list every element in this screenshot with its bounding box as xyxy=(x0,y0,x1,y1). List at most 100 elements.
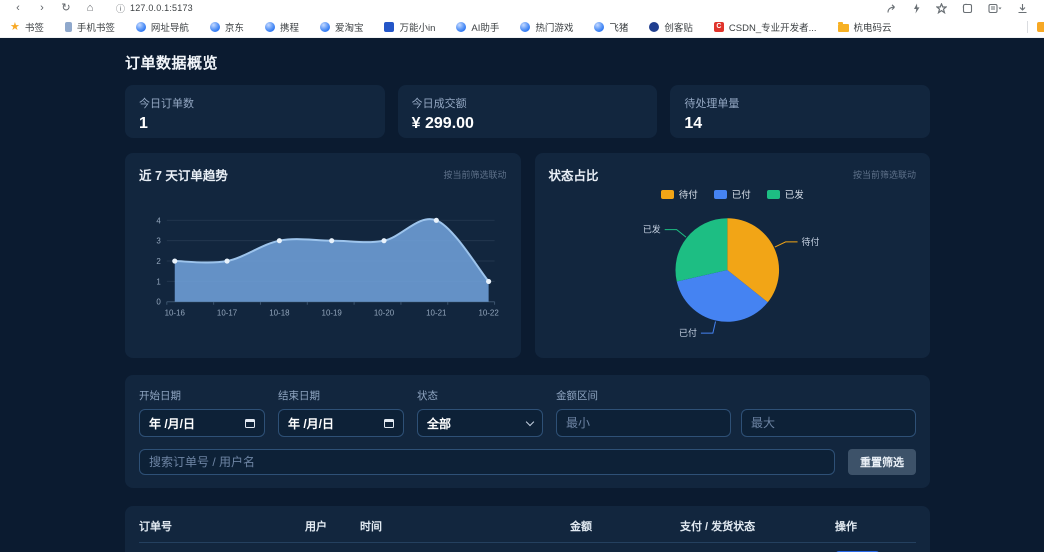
share-icon[interactable] xyxy=(886,3,897,14)
amount-range-label: 金额区间 xyxy=(556,390,598,402)
page-body: 订单数据概览 今日订单数 1 今日成交额 ¥ 299.00 待处理单量 14 近 7 天订… xyxy=(0,38,1044,552)
stat-card: 待处理单量 14 xyxy=(670,85,930,138)
bookmark-item[interactable]: 热门游戏 xyxy=(520,20,573,34)
bookmark-label: 热门游戏 xyxy=(535,22,574,34)
charts-row: 近 7 天订单趋势 按当前筛选联动 0 1 2 3 4 10-16 10-17 10-18 10… xyxy=(125,153,930,358)
svg-text:10-22: 10-22 xyxy=(478,309,499,318)
status-panel: 状态占比 按当前筛选联动 待付 已付 已发 待付 已付 已发 xyxy=(534,153,930,358)
stat-value: ¥ 299.00 xyxy=(411,115,474,132)
end-date-value: 年 /月/日 xyxy=(288,416,335,431)
calendar-icon[interactable] xyxy=(245,418,255,428)
toolbar-right xyxy=(886,2,1038,14)
bookmark-label: AI助手 xyxy=(471,22,500,34)
trend-panel-title: 近 7 天订单趋势 xyxy=(139,169,228,183)
chevron-down-icon xyxy=(525,417,535,426)
amount-max-input[interactable] xyxy=(741,409,916,437)
site-info-icon[interactable]: ⓘ xyxy=(116,3,126,14)
home-icon[interactable]: ⌂ xyxy=(86,2,94,14)
end-date-input[interactable]: 年 /月/日 xyxy=(278,409,404,437)
legend-item[interactable]: 已发 xyxy=(766,188,804,201)
trend-panel: 近 7 天订单趋势 按当前筛选联动 0 1 2 3 4 10-16 10-17 10-18 10… xyxy=(125,153,521,358)
bookmark-item[interactable]: 京东 xyxy=(209,20,244,34)
tab-icon[interactable] xyxy=(962,3,973,14)
url-text[interactable]: 127.0.0.1:5173 xyxy=(130,3,193,13)
bookmark-label: 书签 xyxy=(24,22,44,34)
amount-min-input[interactable] xyxy=(556,409,731,437)
stat-label: 今日成交额 xyxy=(411,98,467,110)
search-input[interactable] xyxy=(139,449,835,475)
trend-panel-note: 按当前筛选联动 xyxy=(443,170,507,180)
bookmark-item[interactable]: AI助手 xyxy=(456,20,499,34)
bookmark-item[interactable]: 网址导航 xyxy=(135,20,189,34)
status-select-value: 全部 xyxy=(427,416,452,431)
stat-card: 今日成交额 ¥ 299.00 xyxy=(397,85,658,138)
globe-icon xyxy=(264,21,275,32)
svg-text:待付: 待付 xyxy=(801,236,819,247)
address-bar[interactable]: ⓘ 127.0.0.1:5173 xyxy=(116,2,886,15)
lightning-icon[interactable] xyxy=(912,3,921,14)
bookmark-item[interactable]: 万能小in xyxy=(384,20,435,34)
refresh-icon[interactable]: ↻ xyxy=(61,2,71,14)
bookmark-label: 杭电码云 xyxy=(853,22,892,34)
bookmark-label: 网址导航 xyxy=(150,22,189,34)
table-header: 金额 xyxy=(570,508,680,543)
svg-text:3: 3 xyxy=(156,237,161,246)
bookmark-item[interactable]: 手机书签 xyxy=(64,20,115,34)
status-cell: 已付 xyxy=(680,543,835,552)
bookmark-label: 飞猪 xyxy=(609,22,629,34)
trend-area-chart: 0 1 2 3 4 10-16 10-17 10-18 10-19 10-20 10-21 10-22 xyxy=(156,216,499,318)
table-header: 时间 xyxy=(360,508,570,543)
legend-item[interactable]: 已付 xyxy=(713,188,751,201)
legend-item[interactable]: 待付 xyxy=(660,188,698,201)
status-label: 状态 xyxy=(417,390,438,402)
bookmark-label: 爱淘宝 xyxy=(334,22,364,34)
bookmarks-bar: ★ 书签 手机书签 网址导航 京东 携程 爱淘宝 万能小in AI助手 热门游戏 飞猪 创客贴 C CSD… xyxy=(0,16,1044,38)
stat-label: 今日订单数 xyxy=(139,98,194,110)
svg-text:10-20: 10-20 xyxy=(374,309,395,318)
action-cell: 详情 xyxy=(835,543,916,552)
bookmark-item[interactable]: 爱淘宝 xyxy=(319,20,364,34)
bookmark-overflow-icon[interactable] xyxy=(1037,22,1044,32)
start-date-value: 年 /月/日 xyxy=(149,416,196,431)
badge-icon xyxy=(649,21,660,32)
start-date-input[interactable]: 年 /月/日 xyxy=(139,409,265,437)
bookmark-item[interactable]: C CSDN_专业开发者... xyxy=(713,20,817,34)
table-header: 支付 / 发货状态 xyxy=(680,508,835,543)
bookmark-item[interactable]: 携程 xyxy=(264,20,299,34)
back-icon[interactable]: ‹ xyxy=(16,2,20,14)
start-date-label: 开始日期 xyxy=(139,390,181,402)
download-icon[interactable] xyxy=(1017,3,1028,14)
globe-icon xyxy=(520,21,531,32)
svg-text:已发: 已发 xyxy=(642,224,660,235)
stat-value: 1 xyxy=(139,115,148,132)
bookmark-item[interactable]: 杭电码云 xyxy=(837,20,892,34)
globe-icon xyxy=(594,21,605,32)
svg-text:0: 0 xyxy=(156,298,161,307)
stat-value: 14 xyxy=(684,115,703,132)
bookmark-item[interactable]: 创客贴 xyxy=(649,20,693,34)
app-icon xyxy=(384,21,395,32)
csdn-icon: C xyxy=(713,21,724,32)
bookmark-label: CSDN_专业开发者... xyxy=(728,22,817,34)
order-no-cell: A202410220001 xyxy=(139,543,305,552)
table-header: 用户 xyxy=(305,508,360,543)
star-icon[interactable] xyxy=(936,2,947,14)
table-row: A202410220001alice2025-10-22 09:40¥ 299.… xyxy=(139,543,916,552)
calendar-icon[interactable] xyxy=(384,418,394,428)
bookmark-label: 京东 xyxy=(224,22,244,34)
star-icon: ★ xyxy=(10,20,20,33)
reading-list-icon[interactable] xyxy=(988,3,1002,14)
bookmark-label: 携程 xyxy=(279,22,299,34)
bookmark-item[interactable]: ★ 书签 xyxy=(10,20,44,34)
bookmark-item[interactable]: 飞猪 xyxy=(594,20,628,34)
legend-label: 待付 xyxy=(678,190,698,201)
end-date-label: 结束日期 xyxy=(278,390,320,402)
forward-icon[interactable]: › xyxy=(40,2,44,14)
time-cell: 2025-10-22 09:40 xyxy=(360,543,570,552)
phone-icon xyxy=(64,21,72,32)
globe-icon xyxy=(456,21,467,32)
status-select[interactable]: 全部 xyxy=(417,409,543,437)
reset-filters-button[interactable]: 重置筛选 xyxy=(848,449,916,475)
page-title: 订单数据概览 xyxy=(125,55,219,72)
stat-label: 待处理单量 xyxy=(684,98,740,110)
